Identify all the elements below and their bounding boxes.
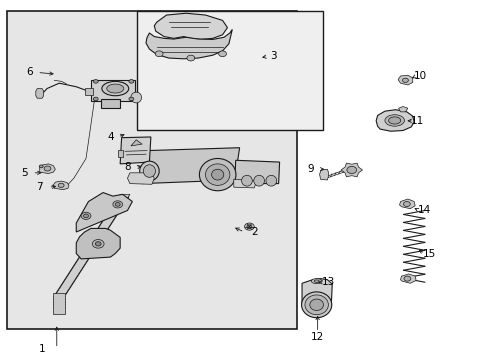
Text: 11: 11: [410, 116, 424, 126]
Ellipse shape: [205, 164, 229, 185]
Text: 9: 9: [306, 164, 313, 174]
Circle shape: [39, 165, 43, 168]
FancyArrowPatch shape: [65, 197, 128, 294]
Circle shape: [93, 80, 98, 83]
Polygon shape: [375, 110, 413, 131]
Polygon shape: [154, 13, 227, 40]
Text: 6: 6: [26, 67, 33, 77]
Text: 14: 14: [416, 206, 430, 216]
Ellipse shape: [140, 161, 159, 181]
Ellipse shape: [384, 115, 404, 126]
Ellipse shape: [241, 175, 252, 186]
Ellipse shape: [131, 92, 142, 103]
Ellipse shape: [301, 292, 331, 318]
Circle shape: [92, 239, 104, 248]
Bar: [84, 88, 93, 95]
Polygon shape: [54, 194, 130, 297]
Polygon shape: [340, 163, 362, 177]
Bar: [118, 150, 122, 157]
Ellipse shape: [388, 117, 400, 124]
Polygon shape: [36, 89, 43, 98]
Circle shape: [83, 214, 88, 218]
Circle shape: [129, 80, 134, 83]
Circle shape: [403, 276, 410, 281]
Text: 8: 8: [124, 162, 130, 172]
Polygon shape: [53, 181, 69, 190]
Text: 13: 13: [321, 277, 334, 287]
Ellipse shape: [311, 279, 322, 284]
Circle shape: [115, 203, 120, 206]
Ellipse shape: [253, 175, 264, 186]
Polygon shape: [399, 199, 414, 209]
Ellipse shape: [309, 299, 323, 311]
Circle shape: [403, 202, 409, 207]
Polygon shape: [397, 75, 412, 85]
Ellipse shape: [199, 158, 236, 191]
Circle shape: [346, 166, 356, 174]
Text: 5: 5: [21, 168, 27, 178]
Circle shape: [186, 55, 194, 61]
Ellipse shape: [305, 295, 328, 315]
Circle shape: [93, 97, 98, 101]
Ellipse shape: [102, 81, 128, 96]
Bar: [6, 12, 296, 329]
Ellipse shape: [143, 165, 155, 177]
Ellipse shape: [314, 280, 319, 282]
Circle shape: [246, 225, 251, 228]
Circle shape: [44, 166, 51, 171]
Polygon shape: [234, 160, 279, 184]
Text: 12: 12: [310, 332, 324, 342]
Circle shape: [244, 223, 254, 230]
Text: 10: 10: [413, 71, 426, 81]
Polygon shape: [127, 173, 154, 184]
Polygon shape: [400, 274, 415, 283]
Polygon shape: [120, 137, 151, 164]
Ellipse shape: [211, 169, 224, 180]
Polygon shape: [76, 228, 120, 259]
Polygon shape: [233, 179, 256, 188]
Polygon shape: [398, 107, 407, 112]
Text: 15: 15: [422, 248, 435, 258]
Circle shape: [218, 51, 226, 57]
Bar: [101, 99, 120, 108]
FancyArrowPatch shape: [56, 197, 119, 294]
Circle shape: [95, 242, 101, 246]
Polygon shape: [131, 140, 142, 146]
Circle shape: [81, 212, 91, 220]
Text: 2: 2: [250, 227, 257, 237]
Polygon shape: [319, 169, 328, 180]
Bar: [137, 12, 322, 130]
Circle shape: [113, 201, 122, 208]
Polygon shape: [76, 193, 132, 232]
Ellipse shape: [265, 175, 276, 186]
Ellipse shape: [106, 84, 123, 93]
Polygon shape: [142, 148, 239, 184]
Polygon shape: [302, 279, 331, 306]
Circle shape: [58, 183, 64, 188]
Text: 3: 3: [270, 51, 277, 61]
Text: 4: 4: [107, 132, 114, 142]
Polygon shape: [40, 164, 55, 174]
Text: 1: 1: [39, 343, 45, 354]
Circle shape: [155, 51, 163, 57]
Circle shape: [129, 97, 134, 101]
Polygon shape: [146, 30, 232, 59]
Bar: [91, 80, 135, 101]
Text: 7: 7: [36, 182, 43, 192]
Circle shape: [402, 78, 407, 82]
Bar: [53, 293, 65, 315]
